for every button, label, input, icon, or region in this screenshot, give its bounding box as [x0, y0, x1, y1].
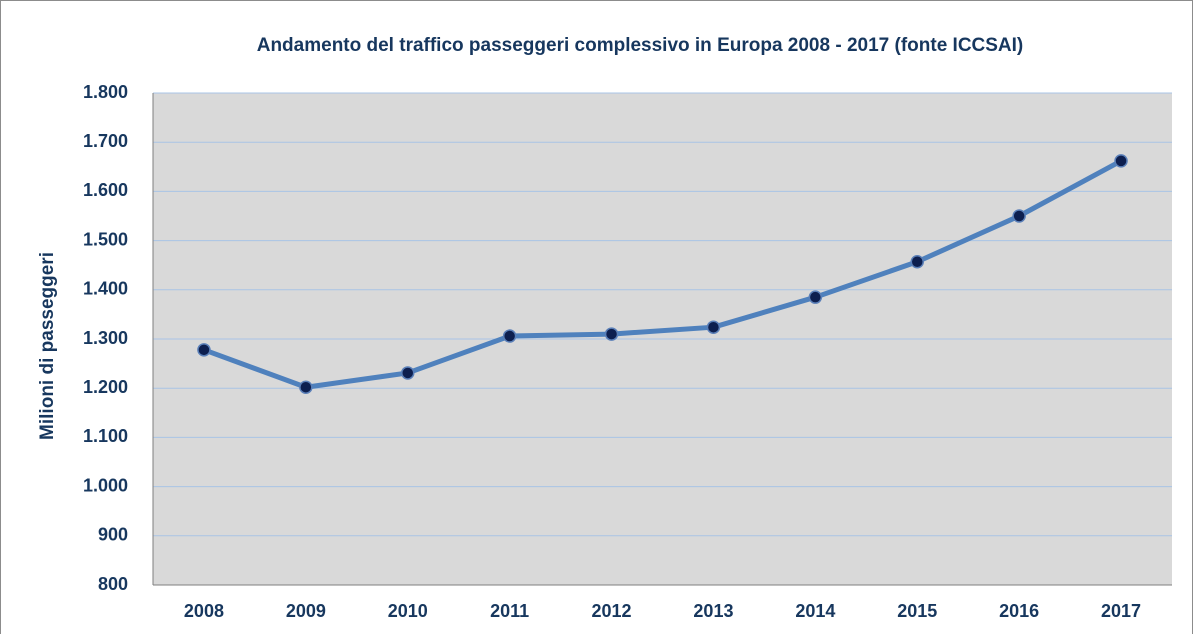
data-point	[808, 290, 823, 304]
y-tick-label: 1.800	[83, 82, 128, 102]
x-tick-label: 2008	[184, 601, 224, 621]
y-tick-label: 1.100	[83, 426, 128, 446]
data-point	[910, 255, 924, 269]
y-tick-label: 1.600	[83, 180, 128, 200]
data-line	[203, 158, 1123, 390]
data-point	[197, 343, 211, 357]
y-tick-label: 1.400	[83, 279, 128, 299]
data-point	[1012, 209, 1026, 223]
x-tick-label: 2010	[388, 601, 428, 621]
data-point	[502, 329, 517, 343]
x-tick-label: 2013	[693, 601, 733, 621]
x-tick-label: 2017	[1101, 601, 1141, 621]
x-tick-label: 2016	[999, 601, 1039, 621]
y-axis-label: Milioni di passeggeri	[37, 252, 58, 440]
y-tick-label: 900	[98, 525, 128, 545]
x-tick-label: 2009	[286, 601, 326, 621]
chart-title: Andamento del traffico passeggeri comple…	[257, 35, 1024, 56]
y-tick-label: 1.500	[83, 229, 128, 249]
x-tick-label: 2015	[897, 601, 937, 621]
data-point	[1114, 154, 1128, 168]
data-point	[299, 380, 313, 394]
data-point	[401, 366, 415, 380]
y-tick-label: 800	[98, 574, 128, 594]
x-tick-label: 2014	[795, 601, 835, 621]
x-tick-label: 2012	[592, 601, 632, 621]
y-tick-label: 1.300	[83, 328, 128, 348]
y-tick-label: 1.700	[83, 131, 128, 151]
y-tick-label: 1.000	[83, 475, 128, 495]
y-tick-label: 1.200	[83, 377, 128, 397]
x-tick-label: 2011	[490, 601, 529, 621]
data-point	[706, 320, 721, 334]
data-point	[604, 327, 619, 341]
